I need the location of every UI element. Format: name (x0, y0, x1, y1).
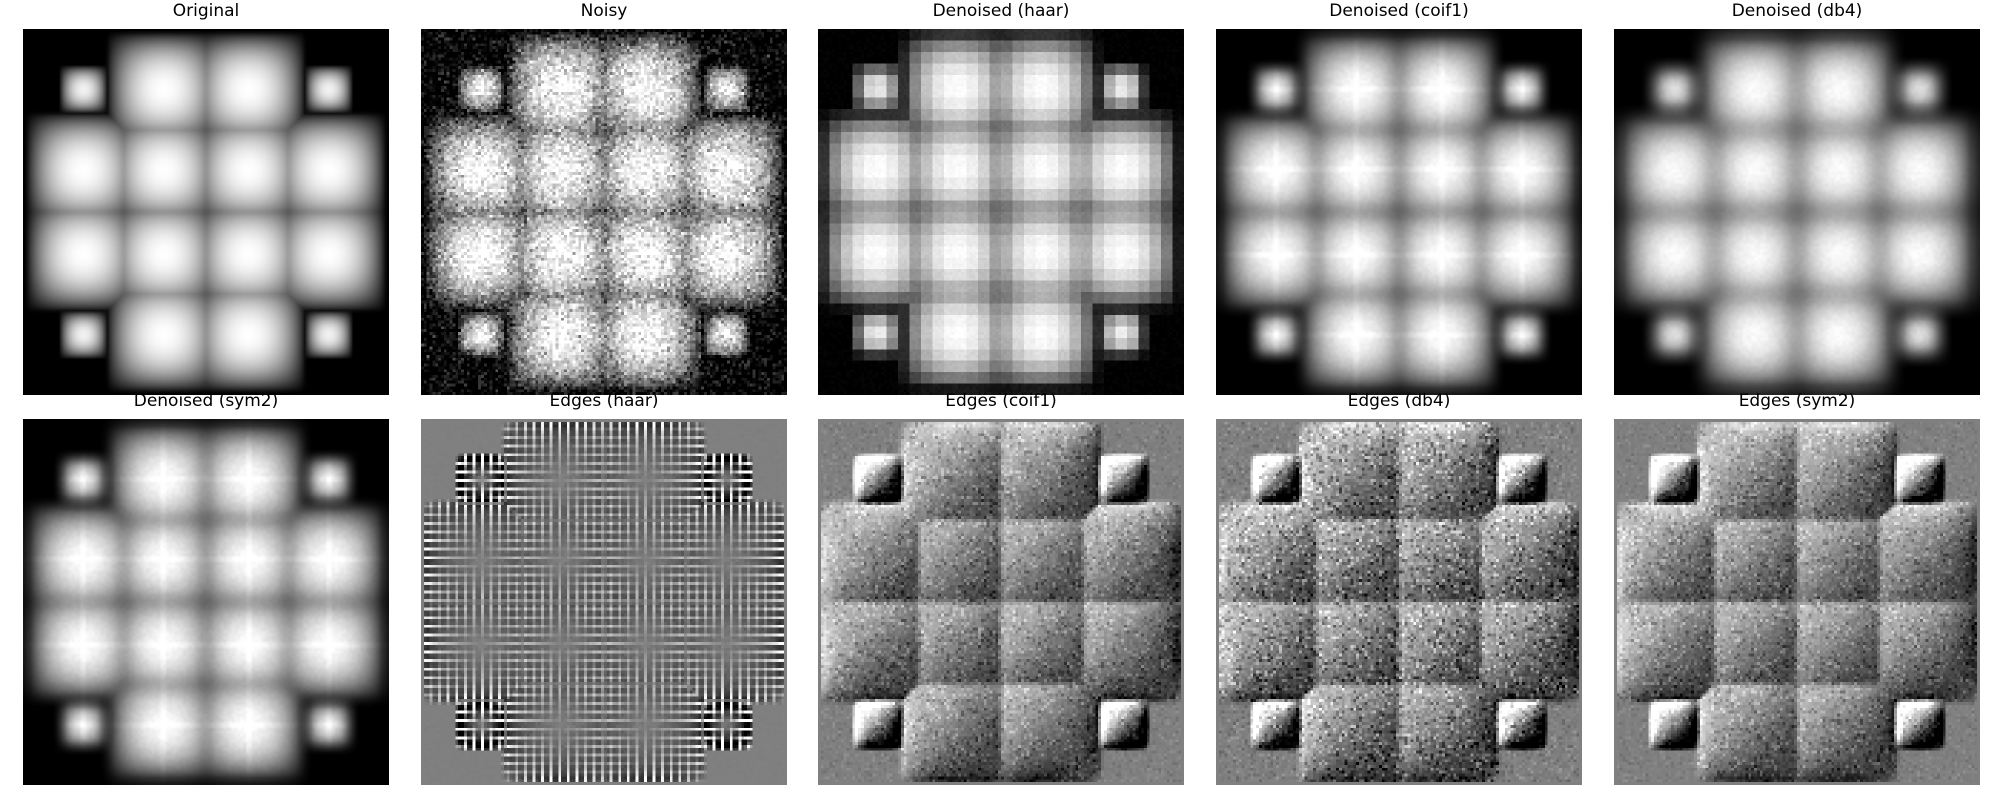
panel-title: Denoised (db4) (1731, 1, 1863, 21)
panel-title: Denoised (haar) (932, 1, 1070, 21)
panel-edges-haar: Edges (haar) (421, 391, 787, 785)
panel-title: Original (172, 1, 240, 21)
image-denoised-coif1 (1216, 29, 1582, 395)
panel-denoised-db4: Denoised (db4) (1614, 1, 1980, 395)
panel-title: Edges (sym2) (1738, 391, 1856, 411)
panel-title: Edges (db4) (1347, 391, 1451, 411)
panel-title: Denoised (coif1) (1329, 1, 1469, 21)
image-denoised-haar (818, 29, 1184, 395)
image-denoised-db4 (1614, 29, 1980, 395)
image-noisy (421, 29, 787, 395)
panel-denoised-haar: Denoised (haar) (818, 1, 1184, 395)
image-edges-coif1 (818, 419, 1184, 785)
panel-original: Original (23, 1, 389, 395)
image-edges-haar (421, 419, 787, 785)
panel-title: Edges (coif1) (945, 391, 1057, 411)
image-edges-db4 (1216, 419, 1582, 785)
panel-title: Noisy (580, 1, 628, 21)
panel-denoised-sym2: Denoised (sym2) (23, 391, 389, 785)
image-original (23, 29, 389, 395)
panel-edges-db4: Edges (db4) (1216, 391, 1582, 785)
image-edges-sym2 (1614, 419, 1980, 785)
image-denoised-sym2 (23, 419, 389, 785)
panel-denoised-coif1: Denoised (coif1) (1216, 1, 1582, 395)
panel-edges-coif1: Edges (coif1) (818, 391, 1184, 785)
panel-edges-sym2: Edges (sym2) (1614, 391, 1980, 785)
panel-noisy: Noisy (421, 1, 787, 395)
panel-title: Edges (haar) (549, 391, 659, 411)
panel-title: Denoised (sym2) (133, 391, 279, 411)
